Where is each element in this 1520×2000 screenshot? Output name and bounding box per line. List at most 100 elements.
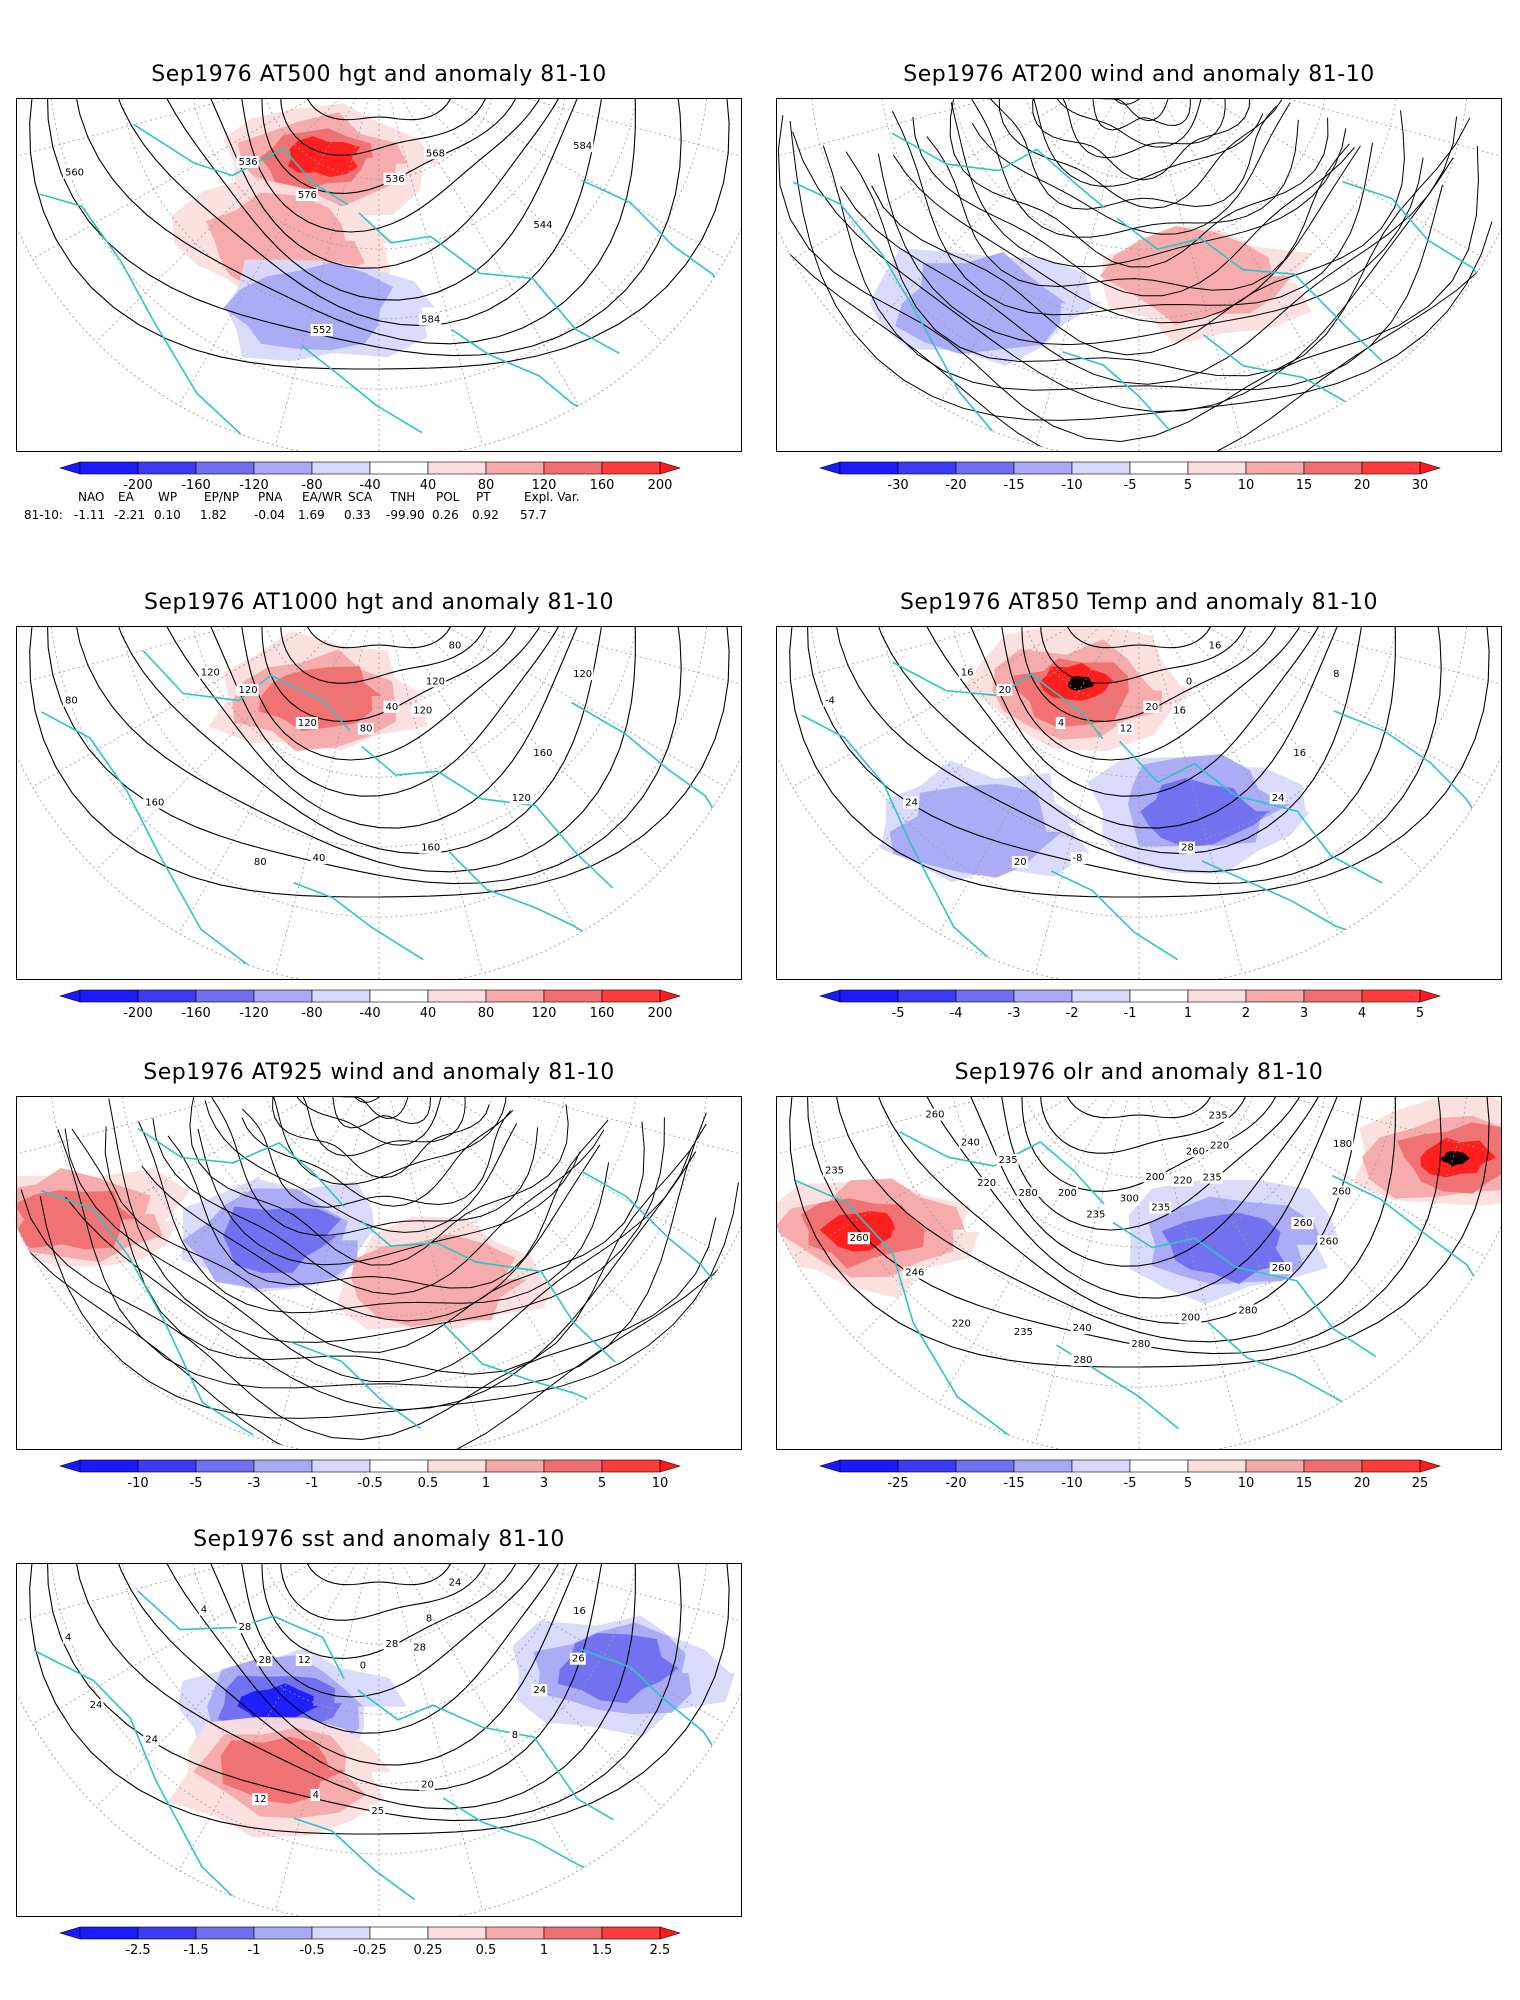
contour-label-bg <box>1200 1171 1223 1184</box>
colorbar-tick-label: -2.5 <box>125 1943 150 1958</box>
map-frame: 536 536 544 552 560 568 576 584 584 <box>16 98 742 452</box>
contour-label-bg <box>87 1699 104 1712</box>
meridian-line <box>1138 627 1501 697</box>
contour-label-bg <box>996 1153 1019 1166</box>
contour-label: 568 <box>426 148 445 159</box>
meridian-line <box>378 1097 677 1355</box>
contour-label-bg <box>423 147 447 160</box>
contour-label-bg <box>1055 1187 1079 1200</box>
meridian-line <box>841 99 1140 357</box>
contour-label-bg <box>62 694 79 707</box>
colorbar-segment <box>369 461 429 475</box>
colorbar-segment <box>253 461 313 475</box>
colorbar-arrow-right <box>1419 989 1442 1003</box>
contour-label: 40 <box>385 702 398 713</box>
colorbar-segment <box>601 1459 661 1473</box>
colorbar-segment <box>1129 461 1189 475</box>
colorbar-segment <box>79 1926 139 1940</box>
colorbar-segment <box>1245 989 1305 1003</box>
contour-label: 280 <box>1131 1339 1150 1350</box>
colorbar-tick-label: 4 <box>1358 1006 1366 1021</box>
coastline <box>448 851 619 954</box>
index-value: 1.82 <box>200 508 227 522</box>
contour-label-bg <box>295 1654 312 1667</box>
index-header: EA/WR <box>302 490 343 504</box>
coastline <box>292 1342 422 1430</box>
colorbar-segment <box>543 1926 603 1940</box>
contour-label-bg <box>847 1232 870 1245</box>
streamline <box>293 1097 466 1157</box>
contour-line <box>1062 1097 1216 1119</box>
coastline <box>39 193 242 436</box>
colorbar-tick-label: 15 <box>1296 1476 1313 1491</box>
colorbar-segment <box>1129 1459 1189 1473</box>
anomaly-shading <box>288 136 361 177</box>
panel-title: Sep1976 sst and anomaly 81-10 <box>193 1527 565 1552</box>
coastline <box>301 345 423 434</box>
contour-label-bg <box>1055 717 1066 730</box>
indices-value-row: 81-10: -1.11 -2.21 0.10 1.82 -0.04 1.69 0.33 -99… <box>16 508 742 524</box>
contour-label: 120 <box>201 668 220 679</box>
contour-label: 8 <box>1333 669 1339 680</box>
colorbar-segment <box>1013 989 1073 1003</box>
contour-label: 235 <box>998 1155 1017 1166</box>
colorbar-tick-label: -200 <box>123 1006 153 1021</box>
contour-line <box>29 99 730 370</box>
colorbar-tick-label: -1 <box>1124 1006 1137 1021</box>
colorbar-tick-label: 80 <box>478 478 495 493</box>
contour-label-bg <box>419 313 442 326</box>
streamline <box>20 1189 717 1441</box>
contour-line <box>1040 1097 1251 1154</box>
contour-label: 280 <box>1073 1355 1092 1366</box>
contour-line <box>236 1564 551 1698</box>
contour-label-bg <box>369 1804 386 1817</box>
contour-label: 235 <box>1014 1327 1033 1338</box>
index-header: POL <box>436 490 460 504</box>
contour-label: 16 <box>1173 705 1186 716</box>
meridian-line <box>81 1564 380 1822</box>
colorbar-segment <box>485 989 545 1003</box>
colorbar-tick-label: -80 <box>301 1006 322 1021</box>
contour-label-bg <box>1183 1145 1207 1158</box>
contour-label-bg <box>383 700 400 713</box>
contour-label: 28 <box>385 1639 398 1650</box>
streamline <box>949 99 1329 268</box>
contour-label-bg <box>446 639 463 652</box>
colorbar-segment <box>897 1459 957 1473</box>
coastline <box>1207 1321 1375 1414</box>
contour-label-bg <box>1117 722 1134 735</box>
contour-label-bg <box>571 668 594 681</box>
contour-label: 235 <box>1203 1173 1222 1184</box>
colorbar-segment <box>1187 461 1247 475</box>
contour-label: 235 <box>1151 1203 1170 1214</box>
contour-line <box>834 627 1396 873</box>
colorbar-segment <box>137 1459 197 1473</box>
colorbar-tick-label: -5 <box>190 1476 203 1491</box>
map-frame <box>16 1096 742 1450</box>
contour-label-bg <box>236 683 259 696</box>
streamline <box>777 161 1501 451</box>
streamline <box>138 1121 610 1314</box>
colorbar-tick-label: 20 <box>1354 478 1371 493</box>
colorbar-tick-label: -1 <box>248 1943 261 1958</box>
colorbar-segment <box>839 989 899 1003</box>
streamline <box>871 110 1405 356</box>
contour-label: 40 <box>313 853 326 864</box>
colorbar-segment <box>369 1459 429 1473</box>
meridian-line <box>777 99 1140 169</box>
contour-label-bg <box>357 1659 368 1672</box>
colorbar-tick-label: 1 <box>1184 1006 1192 1021</box>
meridian-line <box>168 1097 380 1421</box>
coastline <box>1201 860 1376 941</box>
contour-label: 12 <box>254 1794 267 1805</box>
colorbar: -5 -4 -3 -2 -1 1 2 3 4 5 <box>818 986 1460 1026</box>
panel-psst: Sep1976 sst and anomaly 81-10 28 28 24 4 4 8 1… <box>16 1527 742 1967</box>
colorbar-tick-label: 25 <box>1412 1476 1429 1491</box>
streamline <box>1103 99 1185 105</box>
streamline <box>1032 99 1251 181</box>
colorbar-tick-label: 120 <box>532 1006 557 1021</box>
contour-label-bg <box>531 219 554 232</box>
contour-label: 16 <box>573 1606 586 1617</box>
streamline <box>845 117 1471 377</box>
anomaly-shading <box>220 1736 346 1804</box>
